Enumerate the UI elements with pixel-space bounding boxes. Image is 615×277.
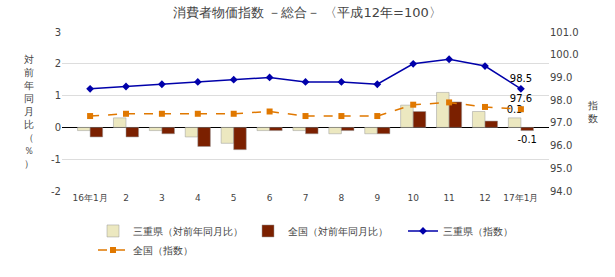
svg-text:8: 8 [339, 193, 345, 203]
svg-text:消費者物価指数 －総合－ 〈平成12年=100〉: 消費者物価指数 －総合－ 〈平成12年=100〉 [173, 5, 442, 20]
svg-text:2: 2 [123, 193, 129, 203]
svg-text:9: 9 [374, 193, 380, 203]
svg-text:98.5: 98.5 [510, 73, 532, 84]
svg-text:17年1月: 17年1月 [503, 193, 538, 203]
svg-text:-1: -1 [51, 154, 61, 165]
svg-text:100.0: 100.0 [550, 49, 579, 60]
svg-text:101.0: 101.0 [550, 27, 579, 38]
svg-text:4: 4 [195, 193, 201, 203]
svg-text:0: 0 [55, 122, 61, 133]
svg-text:10: 10 [407, 193, 419, 203]
svg-text:11: 11 [443, 193, 454, 203]
svg-text:7: 7 [303, 193, 309, 203]
svg-text:5: 5 [231, 193, 237, 203]
svg-text:12: 12 [479, 193, 490, 203]
svg-text:対前年同月比（％）: 対前年同月比（％） [24, 54, 34, 169]
svg-text:97.6: 97.6 [510, 93, 532, 104]
svg-text:全国（指数）: 全国（指数） [133, 245, 193, 256]
svg-text:3: 3 [55, 27, 61, 38]
svg-text:三重県（対前年同月比）: 三重県（対前年同月比） [133, 226, 243, 237]
svg-text:0.3: 0.3 [507, 104, 523, 115]
svg-text:2: 2 [55, 58, 61, 69]
svg-text:6: 6 [267, 193, 273, 203]
svg-text:16年1月: 16年1月 [73, 193, 108, 203]
svg-text:99.0: 99.0 [550, 72, 572, 83]
svg-text:94.0: 94.0 [550, 186, 572, 197]
svg-text:全国（対前年同月比）: 全国（対前年同月比） [288, 226, 388, 237]
svg-text:96.0: 96.0 [550, 140, 572, 151]
svg-text:95.0: 95.0 [550, 163, 572, 174]
svg-text:3: 3 [159, 193, 165, 203]
svg-text:三重県（指数）: 三重県（指数） [443, 226, 513, 237]
svg-text:-0.1: -0.1 [517, 134, 537, 145]
svg-text:97.0: 97.0 [550, 117, 572, 128]
svg-text:1: 1 [55, 90, 61, 101]
svg-text:98.0: 98.0 [550, 95, 572, 106]
svg-text:-2: -2 [51, 186, 61, 197]
svg-text:指数: 指数 [587, 100, 598, 124]
